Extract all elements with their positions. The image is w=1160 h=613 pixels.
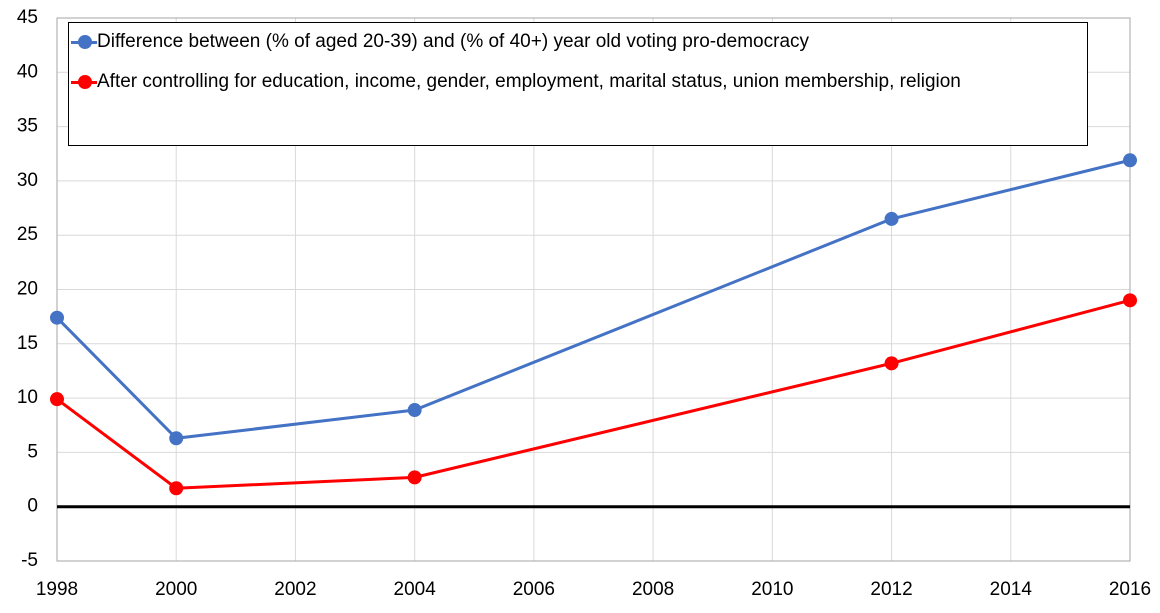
marker bbox=[407, 470, 422, 485]
legend: Difference between (% of aged 20-39) and… bbox=[68, 22, 1088, 146]
y-tick-label: 35 bbox=[17, 116, 38, 137]
legend-symbol bbox=[71, 35, 97, 49]
y-tick-label: 40 bbox=[17, 61, 38, 82]
y-tick-label: 45 bbox=[17, 7, 38, 28]
marker bbox=[1123, 153, 1137, 168]
legend-label: Difference between (% of aged 20-39) and… bbox=[97, 31, 810, 52]
y-tick-label: 15 bbox=[17, 333, 38, 354]
y-tick-label: -5 bbox=[21, 550, 38, 571]
y-tick-label: 30 bbox=[17, 170, 38, 191]
x-tick-label: 2012 bbox=[870, 579, 912, 600]
x-tick-label: 1998 bbox=[36, 579, 78, 600]
marker bbox=[169, 481, 184, 496]
y-tick-label: 10 bbox=[17, 387, 38, 408]
marker bbox=[50, 392, 64, 407]
x-tick-label: 2002 bbox=[274, 579, 316, 600]
marker bbox=[407, 403, 422, 418]
x-tick-label: 2006 bbox=[513, 579, 555, 600]
marker bbox=[884, 211, 899, 226]
legend-symbol bbox=[71, 75, 97, 89]
series-line bbox=[55, 158, 1131, 440]
marker bbox=[169, 431, 184, 446]
marker bbox=[1123, 293, 1137, 308]
series-line bbox=[56, 298, 1131, 490]
x-tick-label: 2014 bbox=[990, 579, 1033, 600]
x-tick-label: 2004 bbox=[394, 579, 437, 600]
x-tick-label: 2008 bbox=[632, 579, 674, 600]
legend-marker bbox=[78, 35, 92, 49]
marker bbox=[50, 310, 64, 325]
legend-label: After controlling for education, income,… bbox=[97, 71, 961, 92]
y-tick-label: 20 bbox=[17, 279, 38, 300]
y-tick-label: 0 bbox=[27, 496, 38, 517]
x-tick-label: 2016 bbox=[1109, 579, 1151, 600]
plot-border bbox=[56, 17, 1131, 562]
y-tick-label: 25 bbox=[17, 224, 38, 245]
marker bbox=[884, 356, 899, 371]
x-tick-label: 2000 bbox=[155, 579, 197, 600]
legend-entry: Difference between (% of aged 20-39) and… bbox=[71, 31, 1077, 53]
y-tick-label: 5 bbox=[27, 441, 38, 462]
x-tick-label: 2010 bbox=[751, 579, 793, 600]
legend-marker bbox=[78, 75, 92, 89]
legend-entry: After controlling for education, income,… bbox=[71, 71, 1077, 93]
